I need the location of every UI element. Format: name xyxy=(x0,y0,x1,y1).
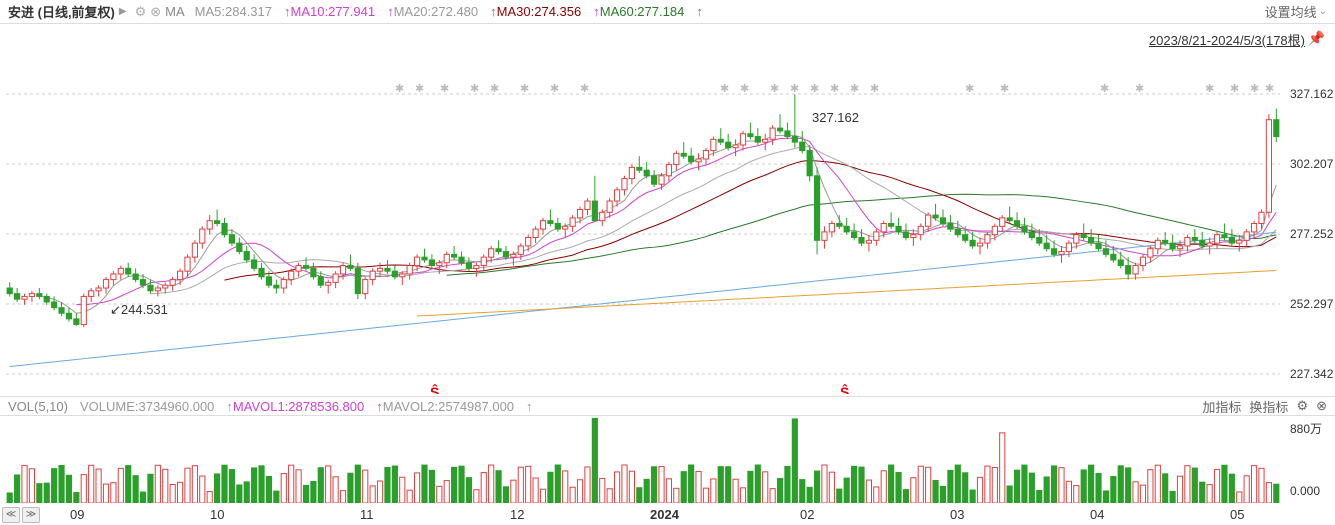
svg-text:✱: ✱ xyxy=(580,83,589,95)
svg-text:✱: ✱ xyxy=(1100,83,1109,95)
svg-text:Ŝ: Ŝ xyxy=(840,383,849,394)
svg-text:✱: ✱ xyxy=(395,83,404,95)
svg-text:✱: ✱ xyxy=(1250,83,1259,95)
svg-text:327.162: 327.162 xyxy=(812,110,859,125)
svg-text:✱: ✱ xyxy=(1265,83,1274,95)
ma-settings-button[interactable]: 设置均线 xyxy=(1265,2,1317,21)
svg-text:✱: ✱ xyxy=(490,83,499,95)
svg-text:✱: ✱ xyxy=(720,83,729,95)
chart-header: 安进 (日线,前复权) ▶ ⚙ ⊗ MA MA5:284.317↑ MA10:2… xyxy=(0,0,1335,24)
chevron-down-icon[interactable]: ⌄ xyxy=(1319,6,1327,17)
stock-title: 安进 (日线,前复权) xyxy=(8,2,115,21)
svg-text:✱: ✱ xyxy=(1000,83,1009,95)
svg-text:✱: ✱ xyxy=(850,83,859,95)
svg-text:✱: ✱ xyxy=(520,83,529,95)
svg-text:✱: ✱ xyxy=(1230,83,1239,95)
svg-text:✱: ✱ xyxy=(830,83,839,95)
ma-label: MA xyxy=(165,4,185,19)
volume-header: VOL(5,10) VOLUME:3734960.000↑ MAVOL1:287… xyxy=(0,396,1335,416)
vol-close-icon[interactable]: ⊗ xyxy=(1316,398,1327,414)
vol-gear-icon[interactable]: ⚙ xyxy=(1296,398,1308,414)
add-indicator-button[interactable]: 加指标 xyxy=(1202,397,1241,416)
change-indicator-button[interactable]: 换指标 xyxy=(1249,397,1288,416)
price-y-axis: 327.162302.207277.252252.297227.342 xyxy=(1286,24,1335,394)
gear-icon[interactable]: ⚙ xyxy=(135,4,147,20)
ma30-value: MA30:274.356 xyxy=(497,4,582,19)
svg-text:Ŝ: Ŝ xyxy=(430,383,439,394)
svg-text:✱: ✱ xyxy=(550,83,559,95)
scroll-left-button[interactable]: ≪ xyxy=(2,507,20,523)
time-axis: 09101112202402030405 xyxy=(0,503,1335,525)
svg-text:✱: ✱ xyxy=(740,83,749,95)
vol-label: VOL(5,10) xyxy=(8,399,68,414)
price-chart[interactable]: ✱ ✱ ✱ ✱ ✱ ✱ ✱ ✱ ✱ ✱ ✱ ✱ ✱ ✱ ✱ ✱ ✱ ✱ ✱ ✱ ✱ ✱ ✱ ✱ Ŝ Ŝ 327.162 ↙244.53… xyxy=(0,24,1286,394)
svg-text:✱: ✱ xyxy=(440,83,449,95)
svg-text:✱: ✱ xyxy=(790,83,799,95)
ma20-value: MA20:272.480 xyxy=(394,4,479,19)
svg-text:✱: ✱ xyxy=(1205,83,1214,95)
volume-value: VOLUME:3734960.000 xyxy=(80,399,214,414)
ma5-value: MA5:284.317 xyxy=(195,4,272,19)
volume-chart[interactable] xyxy=(0,416,1286,503)
dropdown-icon[interactable]: ▶ xyxy=(119,6,127,17)
ma10-value: MA10:277.941 xyxy=(291,4,376,19)
close-icon[interactable]: ⊗ xyxy=(150,4,161,20)
mavol2-value: MAVOL2:2574987.000 xyxy=(383,399,514,414)
svg-text:✱: ✱ xyxy=(770,83,779,95)
svg-text:✱: ✱ xyxy=(1135,83,1144,95)
volume-y-axis: 880万 0.000 xyxy=(1286,416,1335,503)
svg-text:↙244.531: ↙244.531 xyxy=(110,302,168,317)
svg-text:✱: ✱ xyxy=(870,83,879,95)
scroll-right-button[interactable]: ≫ xyxy=(22,507,40,523)
svg-text:✱: ✱ xyxy=(415,83,424,95)
svg-text:✱: ✱ xyxy=(810,83,819,95)
mavol1-value: MAVOL1:2878536.800 xyxy=(233,399,364,414)
svg-text:✱: ✱ xyxy=(470,83,479,95)
ma60-value: MA60:277.184 xyxy=(600,4,685,19)
svg-text:✱: ✱ xyxy=(965,83,974,95)
